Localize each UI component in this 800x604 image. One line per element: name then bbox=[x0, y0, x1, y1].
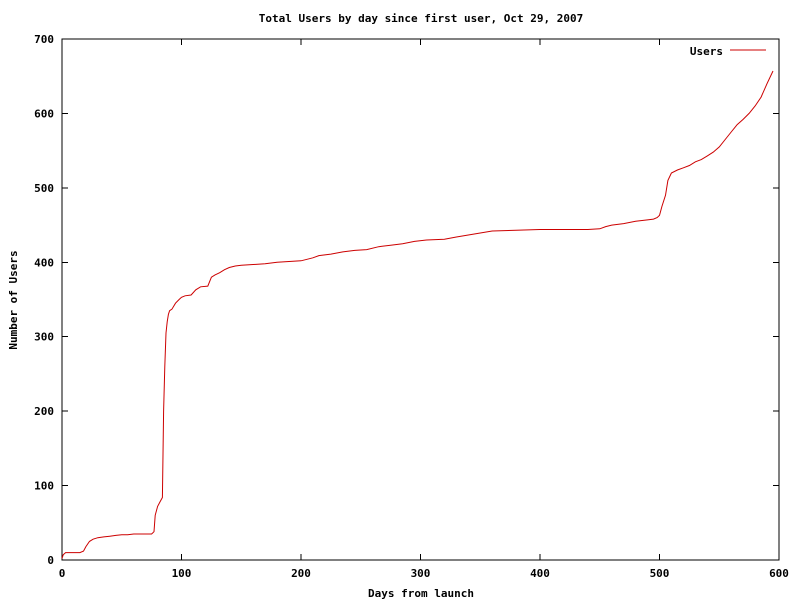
x-tick-label: 600 bbox=[769, 567, 789, 580]
series-layer bbox=[61, 70, 774, 559]
x-tick-label: 100 bbox=[172, 567, 192, 580]
y-tick-label: 400 bbox=[34, 256, 54, 269]
x-tick-label: 0 bbox=[59, 567, 66, 580]
x-tick-label: 400 bbox=[530, 567, 550, 580]
chart-title: Total Users by day since first user, Oct… bbox=[259, 12, 584, 25]
y-tick-label: 100 bbox=[34, 480, 54, 493]
x-axis-ticks: 0 100 200 300 400 500 600 bbox=[59, 39, 789, 580]
legend: Users bbox=[690, 45, 766, 58]
y-axis-ticks: 0 100 200 300 400 500 600 700 bbox=[34, 33, 779, 567]
x-tick-label: 200 bbox=[291, 567, 311, 580]
y-tick-label: 300 bbox=[34, 331, 54, 344]
y-tick-label: 200 bbox=[34, 405, 54, 418]
x-tick-label: 500 bbox=[650, 567, 670, 580]
y-tick-label: 600 bbox=[34, 107, 54, 120]
y-tick-label: 700 bbox=[34, 33, 54, 46]
y-tick-label: 0 bbox=[47, 554, 54, 567]
legend-label-users: Users bbox=[690, 45, 723, 58]
y-axis-label: Number of Users bbox=[7, 250, 20, 349]
y-tick-label: 500 bbox=[34, 182, 54, 195]
series-line-users bbox=[61, 70, 774, 559]
x-tick-label: 300 bbox=[411, 567, 431, 580]
x-axis-label: Days from launch bbox=[368, 587, 474, 600]
